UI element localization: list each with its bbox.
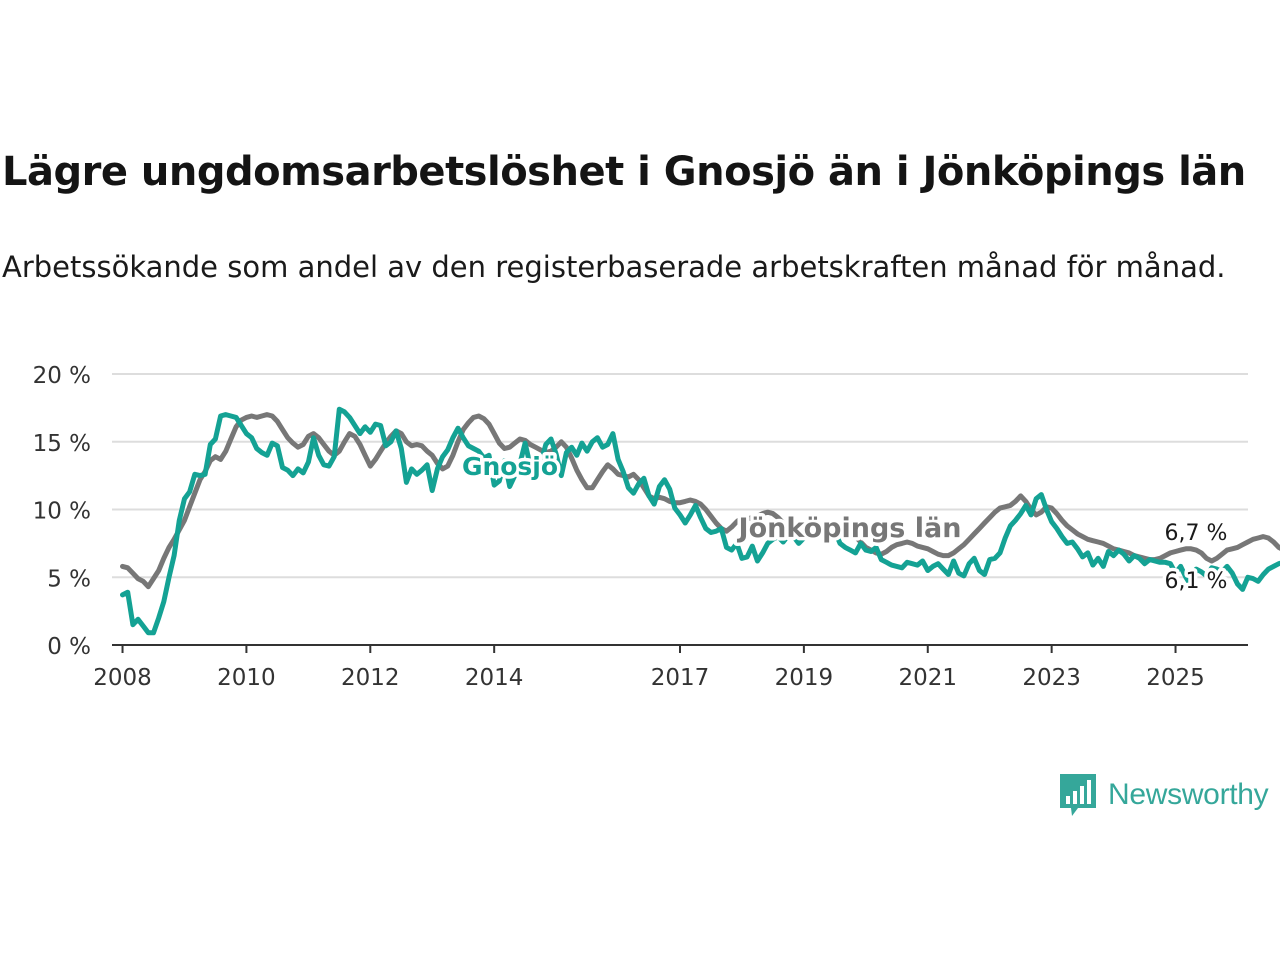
x-tick-label: 2008 (93, 665, 152, 691)
line-chart: 0 %5 %10 %15 %20 % 2008 2010 2012 2014 2017 2… (33, 363, 1280, 691)
gridlines (112, 373, 1248, 579)
newsworthy-icon (1060, 774, 1096, 816)
x-tick-label: 2014 (465, 665, 524, 691)
y-tick-label: 5 % (47, 566, 91, 592)
brand-name: Newsworthy (1108, 778, 1269, 811)
newsworthy-logo: Newsworthy (1058, 772, 1269, 818)
y-tick-label: 20 % (33, 363, 91, 389)
series-label-gnosjo: Gnosjö (462, 452, 558, 481)
y-tick-label: 0 % (47, 634, 91, 660)
x-tick-label: 2025 (1146, 665, 1205, 691)
end-value-label-gnosjo-halo: 6,1 % (1165, 569, 1228, 594)
x-tick-label: 2010 (217, 665, 276, 691)
y-axis-ticks: 0 % 5 % 10 % 15 % 20 % (33, 363, 91, 660)
x-tick-label: 2019 (775, 665, 834, 691)
chart-title: Lägre ungdomsarbetslöshet i Gnosjö än i … (2, 149, 1246, 195)
series-lines (120, 406, 1280, 636)
end-value-label-jonkopings-lan-halo: 6,7 % (1165, 521, 1228, 546)
series-label-gnosjo-halo: Gnosjö (462, 452, 558, 481)
end-value-label-gnosjo: 6,1 % (1165, 569, 1228, 594)
chart-subtitle: Arbetssökande som andel av den registerb… (2, 250, 1226, 284)
x-tick-label: 2021 (898, 665, 957, 691)
end-value-label-jonkopings-lan: 6,7 % (1165, 521, 1228, 546)
y-tick-label: 15 % (33, 431, 91, 457)
x-tick-label: 2023 (1022, 665, 1081, 691)
series-line-gnosjo (120, 406, 1280, 636)
series-label-jonkopings-lan-halo: Jönköpings län (737, 513, 962, 544)
series-label-jonkopings-lan: Jönköpings län (737, 513, 962, 544)
y-tick-label: 10 % (33, 499, 91, 525)
x-tick-label: 2012 (341, 665, 400, 691)
x-axis-ticks: 2008 2010 2012 2014 2017 2019 2021 2023 2025 (93, 644, 1248, 691)
x-tick-label: 2017 (651, 665, 710, 691)
